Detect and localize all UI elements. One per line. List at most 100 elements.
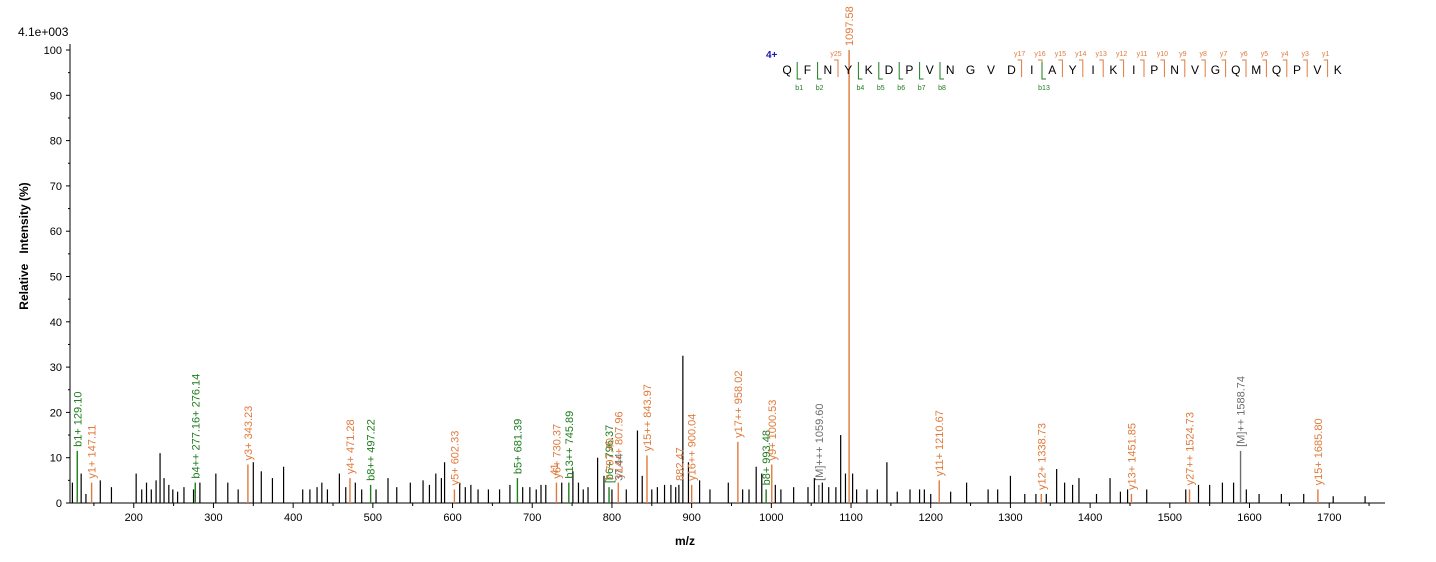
peak-label-y: y12+ 1338.73 [1036,423,1048,490]
b-ion-bracket [796,62,802,80]
x-tick-label: 600 [443,512,461,524]
peak-label-precursor: [M]++ 1588.74 [1236,376,1248,447]
peak-label-partial: 882.47 [675,447,687,481]
peak-label-partial: 7 797.40 [605,438,617,481]
peak-label-b: b5+ 681.39 [512,419,524,474]
sequence-residue: Q [782,63,791,77]
y-tick-label: 20 [50,407,62,419]
sequence-residue: N [946,63,955,77]
x-tick-label: 1000 [759,512,783,524]
peak-label-y: y1+ 147.11 [87,425,99,479]
x-tick-label: 1700 [1317,512,1341,524]
sequence-residue: V [1191,63,1199,77]
sequence-residue: A [1048,63,1056,77]
b-ion-bracket [919,62,924,80]
peak-label-b: [b6+ 796.37 [604,425,616,483]
b-ion-label: b8 [938,85,946,92]
axes [69,44,1385,504]
sequence-residue: Q [1231,63,1240,77]
y-ion-bracket [1242,59,1247,77]
sequence-residue: K [865,63,873,77]
peak-label-partial: .41 [549,463,561,478]
y-ion-bracket [1262,59,1267,77]
peak-label-y: y5+ 602.33 [449,431,461,486]
y-ion-bracket [1303,59,1308,77]
x-tick-label: 1600 [1237,512,1261,524]
b-ion-label: b7 [918,85,926,92]
y-tick-label: 50 [50,272,62,284]
sequence-residue: Q [1272,63,1281,77]
y-ion-label: y4 [1281,51,1289,58]
x-axis-title: m/z [675,534,695,548]
peak-label-partial: 37.44 [613,453,625,481]
y-tick-label: 80 [50,136,62,148]
sequence-residue: N [823,63,832,77]
y-ion-label: y3 [1301,51,1309,58]
b-ion-label: b13 [1038,85,1050,92]
x-tick-label: 700 [523,512,541,524]
y-ion-label: y7 [1220,51,1228,58]
y-ion-bracket [1201,59,1206,77]
b-ion-bracket [817,62,822,80]
peak-label-b: b8++ 497.22 [366,419,378,481]
b-ion-label: b5 [877,85,885,92]
peak-label-y: y13+ 1451.85 [1126,423,1138,490]
sequence-residue: K [1334,63,1342,77]
y-ion-label: y12 [1116,51,1127,58]
peak-label-y: y6+ 730.37 [551,424,563,479]
y-ion-label: y8 [1199,51,1207,58]
x-tick-label: 1500 [1158,512,1182,524]
sequence-residue: G [966,63,975,77]
x-axis-ticks: 200 300 400 500 600 700 800 900 1000 1100 1200 1300… [93,503,1370,524]
sequence-residue: P [1150,63,1158,77]
sequence-residue: I [1091,63,1094,77]
y-ion-label: y15 [1055,51,1066,58]
sequence-residue: I [1132,63,1135,77]
x-tick-label: 900 [682,512,700,524]
y-tick-label: 60 [50,226,62,238]
sequence-residue: P [1293,63,1301,77]
peak-label-y: y15++ 843.97 [642,384,654,451]
y-ion-bracket [1078,59,1084,77]
x-tick-label: 1100 [839,512,863,524]
sequence-residue: V [987,63,995,77]
y-ion-label: y11 [1137,51,1148,58]
b-ion-bracket [1041,62,1046,80]
y-tick-label: 90 [50,90,62,102]
peak-label-b: b8+ 993.48 [761,430,773,485]
y-tick-label: 100 [44,45,62,57]
y-ion-label: y9 [1179,51,1187,58]
y-ion-label: y25 [830,51,841,58]
y-ion-label: y16 [1034,51,1045,58]
peak-label-b: b4++ 277.16+ 276.14 [190,374,202,479]
b-ion-label: b1 [795,85,803,92]
sequence-residue: F [804,63,811,77]
y-ion-bracket [1323,59,1329,77]
peak-label-y: y4+ 471.28 [345,419,357,474]
y-tick-label: 0 [56,498,62,510]
y-ion-bracket [1058,59,1063,77]
sequence-residue: N [1170,63,1179,77]
sequence-residue: K [1109,63,1117,77]
sequence-residue: M [1251,63,1261,77]
peak-label-precursor: [M]+++ 1059.60 [814,404,826,481]
y-tick-label: 10 [50,453,62,465]
y-ion-label: y13 [1096,51,1107,58]
x-tick-label: 300 [204,512,222,524]
y-tick-label: 70 [50,181,62,193]
peak-bars [71,50,1366,503]
y-ion-bracket [1038,59,1043,77]
y-ion-label: y10 [1157,51,1168,58]
y-ion-bracket [1140,59,1145,77]
x-tick-label: 200 [125,512,143,524]
y-ion-bracket [1160,59,1165,77]
intensity-scale-label: 4.1e+003 [18,25,69,39]
b-ion-label: b4 [857,85,865,92]
y-ion-bracket [1099,59,1104,77]
y-tick-label: 30 [50,362,62,374]
peak-label-y: y16++ 900.04 [687,414,699,481]
sequence-residue: Y [844,63,852,77]
b-ion-label: b2 [816,85,824,92]
